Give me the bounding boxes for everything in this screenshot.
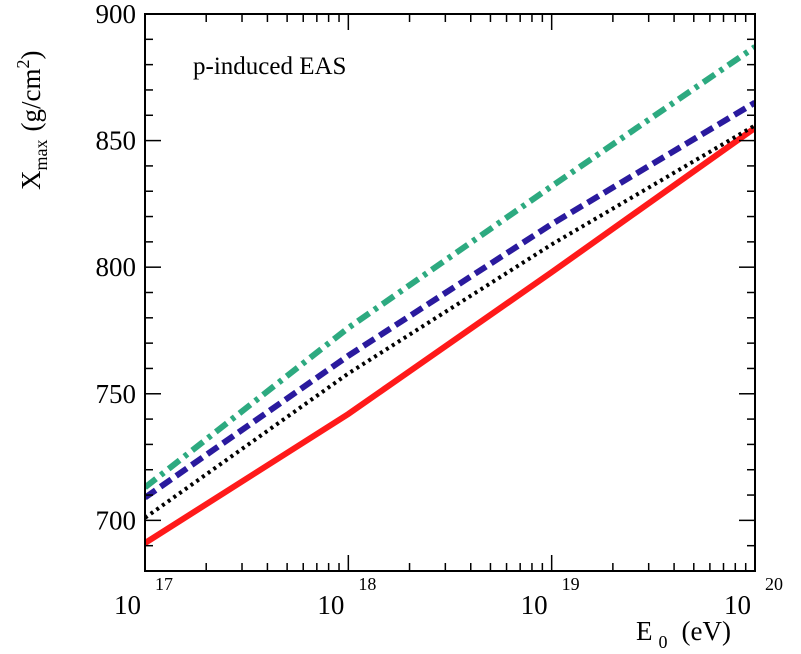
x-axis-label-subscript: 0 bbox=[659, 632, 668, 652]
annotation-label: p-induced EAS bbox=[193, 53, 346, 80]
y-tick-label: 700 bbox=[96, 505, 137, 535]
x-axis-label-unit: (eV) bbox=[682, 616, 731, 646]
y-tick-label: 850 bbox=[96, 126, 137, 156]
y-axis-label: Xmax (g/cm2) bbox=[13, 51, 51, 190]
x-tick-label: 10 bbox=[724, 590, 751, 620]
series-line-3-dashed bbox=[145, 100, 755, 501]
x-tick-exponent: 20 bbox=[765, 574, 783, 594]
plot-frame bbox=[144, 13, 756, 572]
x-axis-label: E 0 (eV) bbox=[636, 616, 731, 652]
ticks-layer bbox=[144, 13, 756, 572]
x-tick-exponent: 17 bbox=[155, 574, 173, 594]
y-tick-label: 900 bbox=[96, 0, 137, 29]
y-axis-label-subscript: max bbox=[31, 140, 51, 171]
series-layer bbox=[145, 44, 755, 546]
x-tick-label: 10 bbox=[521, 590, 548, 620]
series-line-4-dashdot bbox=[145, 44, 755, 490]
series-line-2-dotted bbox=[145, 123, 755, 520]
x-tick-exponent: 18 bbox=[358, 574, 376, 594]
x-tick-exponent: 19 bbox=[562, 574, 580, 594]
y-axis-label-unit-open: (g/cm bbox=[16, 69, 46, 132]
series-line-1-solid bbox=[145, 125, 755, 546]
x-axis-label-main: E bbox=[636, 616, 653, 646]
y-axis-label-main: X bbox=[16, 170, 46, 190]
x-tick-label: 10 bbox=[317, 590, 344, 620]
y-axis-label-unit-close: ) bbox=[16, 51, 46, 60]
x-tick-label: 10 bbox=[114, 590, 141, 620]
y-tick-label: 750 bbox=[96, 379, 137, 409]
labels-layer: 10 17 10 18 10 19 10 20 700 750 800 850 900 bbox=[96, 0, 784, 620]
y-tick-label: 800 bbox=[96, 252, 137, 282]
y-axis-label-unit-sup: 2 bbox=[13, 60, 33, 69]
